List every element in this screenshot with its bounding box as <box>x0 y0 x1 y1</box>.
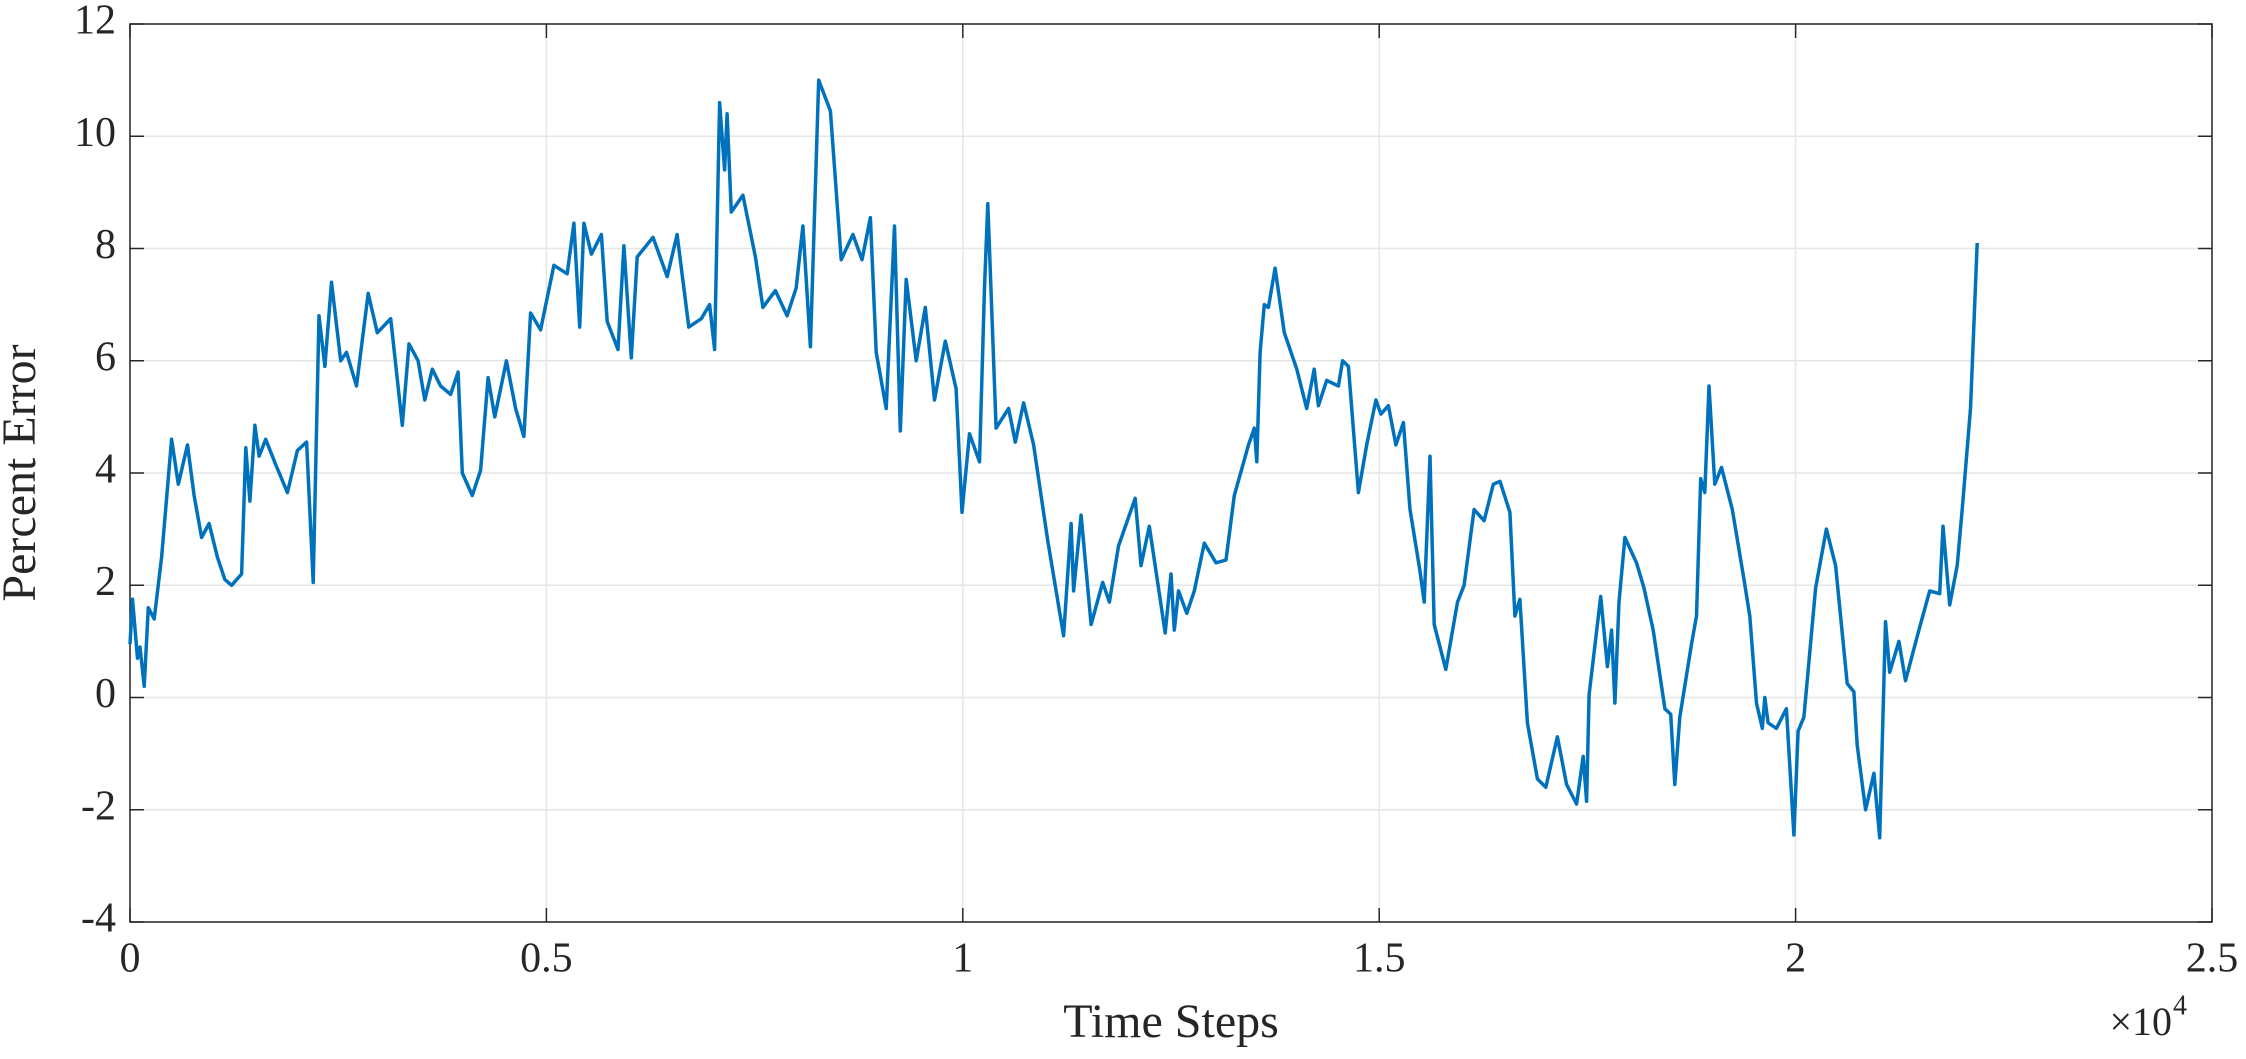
data-line <box>128 78 1979 840</box>
x-tick-label: 1.5 <box>1353 936 1406 982</box>
y-tick-label: 6 <box>95 334 116 380</box>
x-axis-label: Time Steps <box>1063 995 1279 1048</box>
y-tick-label: -4 <box>81 896 116 942</box>
x-tick-label: 2 <box>1785 936 1806 982</box>
plot-frame <box>129 23 2213 923</box>
y-tick-label: 10 <box>74 110 116 156</box>
x-multiplier: ×10 <box>2109 999 2172 1044</box>
x-tick-label: 1 <box>952 936 973 982</box>
y-tick-label: 2 <box>95 559 116 605</box>
y-axis-label: Percent Error <box>0 344 46 601</box>
x-tick-label: 0 <box>120 936 141 982</box>
y-tick-label: 4 <box>95 447 116 493</box>
y-tick-label: 8 <box>95 222 116 268</box>
y-tick-label: -2 <box>81 783 116 829</box>
x-multiplier-exponent: 4 <box>2173 990 2187 1021</box>
x-tick-label: 2.5 <box>2186 936 2239 982</box>
x-tick-label: 0.5 <box>520 936 573 982</box>
y-tick-label: 12 <box>74 0 116 44</box>
y-tick-label: 0 <box>95 671 116 717</box>
